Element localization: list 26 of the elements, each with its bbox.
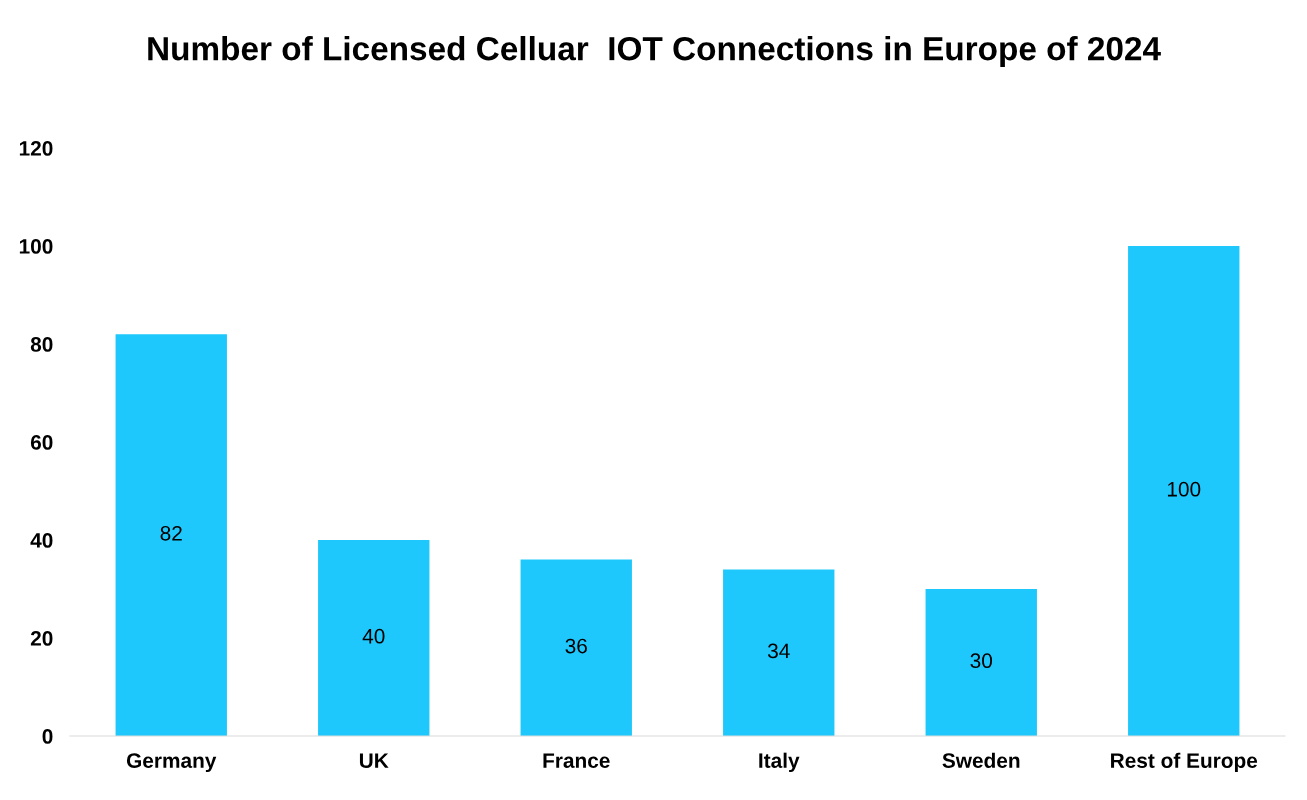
- x-tick-label: UK: [359, 753, 389, 768]
- bar: [115, 334, 227, 736]
- data-label: 100: [1167, 481, 1201, 497]
- data-label: 34: [767, 643, 790, 659]
- y-tick-label: 100: [19, 239, 53, 254]
- x-tick-label: France: [543, 753, 610, 768]
- x-tick-label: Italy: [759, 752, 800, 773]
- bar: [520, 559, 632, 736]
- chart-title: Number of Licensed Celluar IOT Connections in Europe of 2024: [148, 36, 1161, 68]
- data-label: 82: [160, 525, 182, 541]
- y-tick-label: 40: [30, 533, 53, 548]
- data-label: 40: [362, 628, 385, 644]
- y-tick-label: 0: [42, 729, 53, 744]
- y-tick-label: 120: [19, 141, 53, 156]
- y-tick-label: 80: [30, 337, 53, 352]
- data-label: 36: [565, 638, 587, 654]
- bar: [318, 540, 430, 736]
- bar: [925, 589, 1037, 736]
- bar: [723, 569, 835, 736]
- y-tick-label: 20: [30, 631, 53, 646]
- data-label: 30: [970, 653, 993, 669]
- x-tick-label: Germany: [126, 753, 217, 773]
- x-tick-label: Sweden: [942, 752, 1020, 768]
- y-tick-label: 60: [30, 435, 53, 450]
- bar: [1128, 246, 1240, 736]
- x-tick-label: Rest of Europe: [1111, 752, 1258, 773]
